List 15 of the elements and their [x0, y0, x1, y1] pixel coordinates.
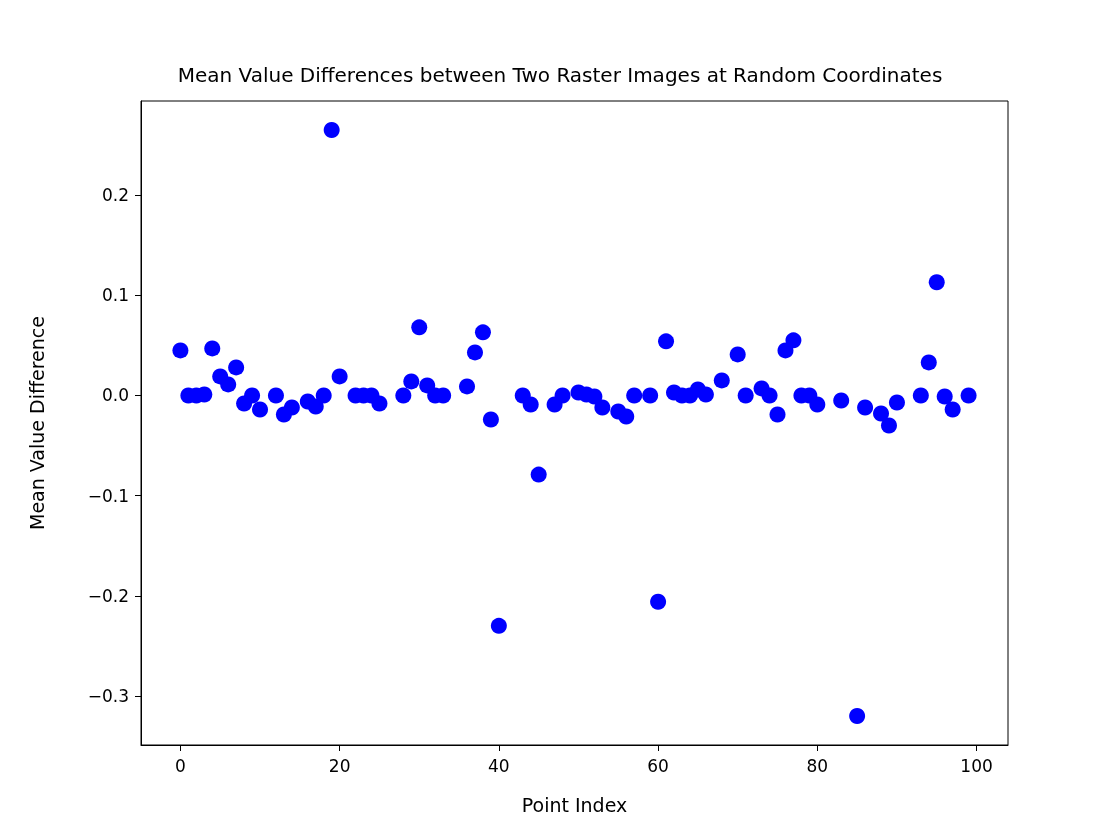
x-tick-label: 40 [488, 755, 510, 776]
x-tick-label: 60 [647, 755, 669, 776]
y-tick-label: −0.1 [87, 485, 129, 506]
y-tick-label: −0.2 [87, 585, 129, 606]
x-tick-label: 100 [960, 755, 993, 776]
y-tick-label: 0.0 [101, 385, 129, 406]
x-tick-label: 20 [328, 755, 351, 776]
x-axis-title: Point Index [521, 793, 628, 816]
y-tick-label: −0.3 [87, 685, 129, 706]
x-tick-label: 0 [175, 755, 186, 776]
y-tick-label: 0.1 [101, 285, 129, 306]
x-tick-label: 80 [806, 755, 829, 776]
y-axis-title: Mean Value Difference [25, 316, 48, 530]
y-tick-label: 0.2 [101, 185, 129, 206]
chart-title: Mean Value Differences between Two Raster Images at Random Coordinates [177, 63, 943, 87]
